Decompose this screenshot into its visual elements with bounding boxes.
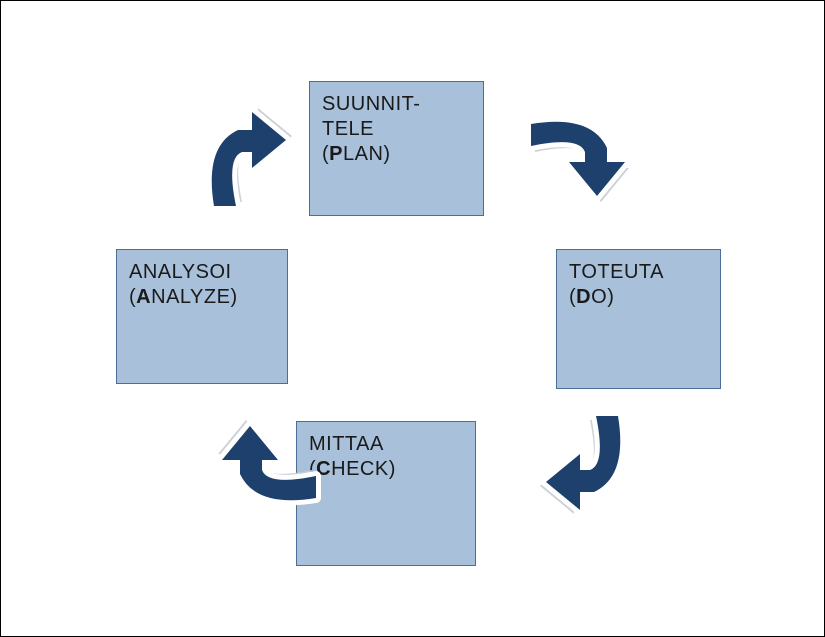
arrow-analyze-to-plan [186, 96, 306, 216]
node-analyze-line: ANALYSOI [129, 260, 275, 285]
node-plan-paren: (PLAN) [322, 142, 471, 167]
node-paren-rest: HECK [331, 458, 389, 480]
node-paren-initial: D [576, 286, 591, 308]
node-paren-initial: A [136, 286, 151, 308]
node-text: TOTEUTA [569, 261, 664, 283]
node-paren-rest: LAN [343, 143, 383, 165]
arrow-check-to-analyze [206, 406, 326, 526]
pdca-diagram: SUUNNIT- TELE(PLAN) TOTEUTA(DO) MITTAA(CHEC… [0, 0, 825, 637]
node-do-paren: (DO) [569, 285, 708, 310]
node-analyze-paren: (ANALYZE) [129, 285, 275, 310]
curved-arrow-icon [206, 406, 326, 526]
node-do: TOTEUTA(DO) [556, 249, 721, 389]
node-plan-line: TELE [322, 117, 471, 142]
node-paren-initial: P [329, 143, 343, 165]
node-text: TELE [322, 118, 374, 140]
node-check-line: MITTAA [309, 432, 463, 457]
node-check-paren: (CHECK) [309, 457, 463, 482]
node-text: ANALYSOI [129, 261, 232, 283]
node-paren-rest: NALYZE [151, 286, 230, 308]
node-analyze: ANALYSOI(ANALYZE) [116, 249, 288, 384]
node-text: SUUNNIT- [322, 93, 420, 115]
node-plan-line: SUUNNIT- [322, 92, 471, 117]
node-do-line: TOTEUTA [569, 260, 708, 285]
arrow-do-to-check [526, 406, 646, 526]
arrow-plan-to-do [521, 96, 641, 216]
curved-arrow-icon [526, 406, 646, 526]
node-plan: SUUNNIT- TELE(PLAN) [309, 81, 484, 216]
curved-arrow-icon [521, 96, 641, 216]
curved-arrow-icon [186, 96, 306, 216]
node-paren-rest: O [591, 286, 607, 308]
